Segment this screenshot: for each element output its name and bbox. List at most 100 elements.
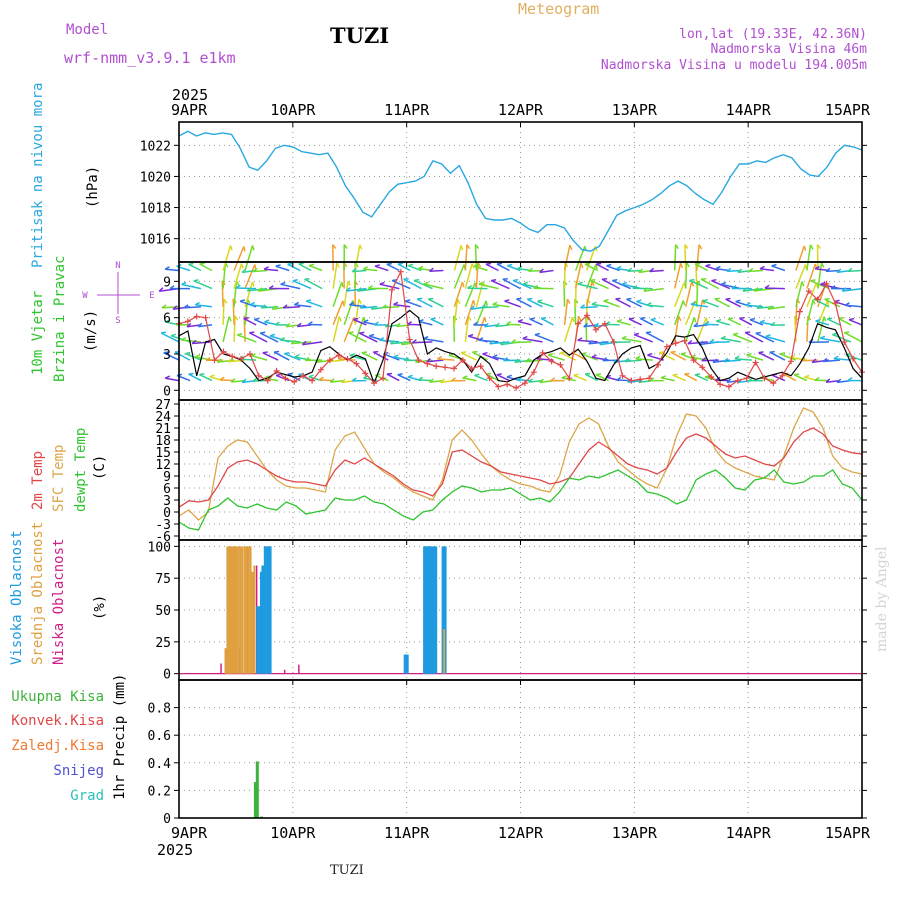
y-tick-label: 0.6 xyxy=(148,729,171,744)
wind-barb-head xyxy=(629,318,634,319)
wind-gust-marker xyxy=(380,375,386,381)
wind-barb xyxy=(192,342,212,344)
elevation-label: Nadmorska Visina 46m xyxy=(710,42,867,57)
wind-barb-head xyxy=(661,376,666,378)
wind-label-1: 10m Vjetar xyxy=(30,291,46,375)
x-tick-label-top: 10APR xyxy=(270,101,316,119)
compass-n: N xyxy=(115,261,120,271)
x-tick-label-bottom: 11APR xyxy=(384,824,430,842)
wind-barb-head xyxy=(182,283,187,285)
wind-barb xyxy=(796,246,804,271)
y-tick-label: 75 xyxy=(155,572,171,587)
wind-barb-head xyxy=(574,374,579,375)
wind-barb-head xyxy=(516,298,521,299)
wind-barb-head xyxy=(461,352,466,353)
wind-barb-head xyxy=(359,299,361,304)
wind-barb-head xyxy=(185,353,190,354)
mid-cloud-bar xyxy=(253,566,255,674)
wind-barb-head xyxy=(541,318,546,319)
mid-cloud-bar xyxy=(242,546,244,673)
wind-barb-head xyxy=(350,354,355,356)
wind-barb-head xyxy=(281,283,286,285)
wind-barb-head xyxy=(513,280,518,281)
wind-barb xyxy=(237,335,256,342)
wind-barb xyxy=(578,340,598,342)
wind-barb xyxy=(288,264,301,270)
y-tick-label: 0.2 xyxy=(148,784,171,799)
wind-gust-marker xyxy=(433,363,439,369)
wind-barb-head xyxy=(472,352,477,353)
wind-barb-head xyxy=(728,318,733,319)
wind-barb-head xyxy=(627,299,632,300)
wind-barb-head xyxy=(596,264,601,265)
wind-barb-head xyxy=(265,320,270,322)
wind-barb-head xyxy=(242,264,244,269)
wind-barb-head xyxy=(760,320,765,322)
wind-barb-head xyxy=(820,336,825,338)
wind-barb-head xyxy=(585,374,590,375)
wind-barb xyxy=(240,301,256,307)
wind-barb-head xyxy=(617,266,621,268)
wind-barb-head xyxy=(469,316,471,320)
dewpt-label: dewpt Temp xyxy=(73,428,89,512)
wind-barb xyxy=(697,300,703,325)
wind-barb xyxy=(189,374,201,381)
wind-barb xyxy=(387,264,400,270)
wind-barb-head xyxy=(562,376,567,378)
wind-barb-head xyxy=(249,332,254,333)
wind-barb-head xyxy=(607,265,612,266)
wind-gust-marker xyxy=(194,314,200,320)
wind-barb-head xyxy=(260,332,265,333)
legend-snow: Snijeg xyxy=(53,763,104,779)
wind-barb xyxy=(647,305,664,307)
wind-barb-head xyxy=(681,353,686,354)
legend-frozen: Zaledj.Kisa xyxy=(11,738,104,754)
x-tick-label-top: 13APR xyxy=(612,101,658,119)
wind-barb xyxy=(581,307,598,308)
wind-gust-marker xyxy=(345,356,351,362)
mid-cloud-bar xyxy=(240,546,242,673)
wind-barb xyxy=(181,340,201,342)
wind-barb xyxy=(728,319,741,325)
wind-barb xyxy=(475,375,488,380)
wind-barb-head xyxy=(684,374,689,375)
wind-barb-head xyxy=(431,318,436,319)
wind-barb-head xyxy=(637,300,642,302)
high-cloud-bar xyxy=(404,655,409,674)
wind-barb-head xyxy=(681,263,683,268)
wind-barb-head xyxy=(483,353,488,354)
wind-barb-head xyxy=(373,352,378,353)
wind-gust-marker xyxy=(611,339,617,345)
x-tick-label-bottom: 13APR xyxy=(612,824,658,842)
wind-barb-head xyxy=(760,267,764,269)
x-tick-label-top: 11APR xyxy=(384,101,430,119)
wind-barb-head xyxy=(759,352,764,353)
wind-barb xyxy=(465,264,472,289)
wind-barb-head xyxy=(210,375,215,377)
wind-barb-layer xyxy=(159,245,862,383)
wind-barb-head xyxy=(398,263,403,264)
wind-barb-head xyxy=(721,336,726,338)
wind-barb-head xyxy=(825,299,830,300)
x-tick-label-bottom: 15APR xyxy=(825,824,871,842)
wind-barb xyxy=(512,342,532,343)
wind-barb-head xyxy=(394,355,399,357)
wind-barb-head xyxy=(493,302,498,304)
wind-barb-head xyxy=(493,355,498,357)
wind-barb-head xyxy=(617,320,622,322)
grid-layer xyxy=(179,122,862,818)
x-tick-label-bottom: 14APR xyxy=(726,824,772,842)
wind-barb xyxy=(541,318,553,325)
mid-cloud-bar xyxy=(225,648,227,674)
wind-barb-head xyxy=(726,299,731,300)
compass-e: E xyxy=(149,291,154,301)
wind-barb-head xyxy=(646,332,651,333)
wind-barb-head xyxy=(288,264,293,265)
wind-barb-head xyxy=(733,333,738,334)
wind-barb-head xyxy=(592,302,597,304)
wind-barb xyxy=(200,264,212,271)
legend-total: Ukupna Kisa xyxy=(11,689,104,705)
wind-barb-head xyxy=(622,336,627,338)
mid-cloud-bar xyxy=(248,546,250,673)
wind-barb-head xyxy=(284,353,289,354)
